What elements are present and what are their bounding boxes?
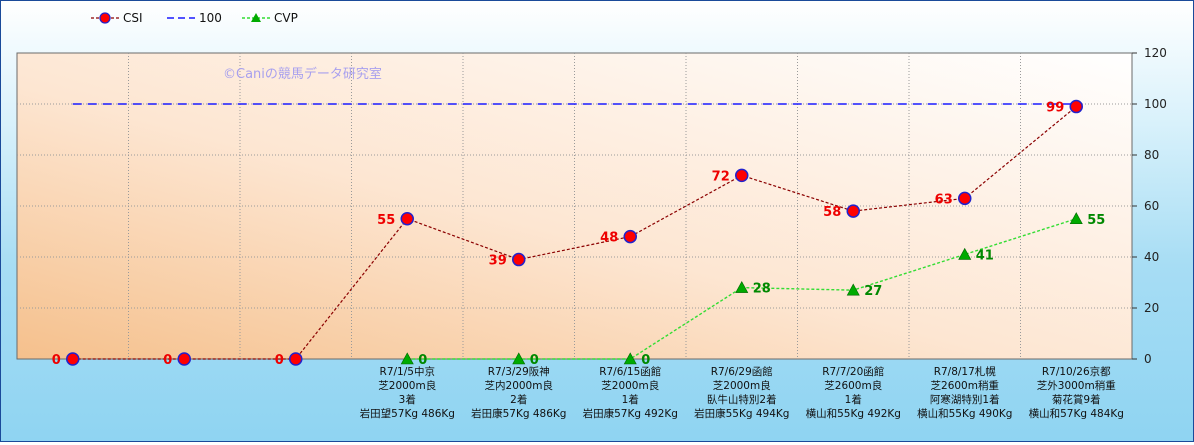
csi-data-label: 72 <box>712 169 730 184</box>
y-tick-label: 20 <box>1144 301 1159 315</box>
y-tick-label: 0 <box>1144 352 1152 366</box>
cvp-data-label: 0 <box>530 353 539 368</box>
legend-label: CVP <box>274 11 298 25</box>
x-tick-label-line: R7/3/29阪神 <box>488 365 550 378</box>
x-tick-label-line: 芝外3000m稍重 <box>1037 379 1116 392</box>
csi-point <box>958 191 972 206</box>
x-tick-label-line: 芝2600m良 <box>824 379 882 392</box>
csi-point <box>623 229 637 244</box>
x-tick-label-line: R7/8/17札幌 <box>934 365 997 378</box>
csi-point <box>1069 99 1083 114</box>
cvp-point <box>512 352 526 365</box>
watermark: ©Caniの競馬データ研究室 <box>223 66 382 82</box>
cvp-data-label: 41 <box>976 248 994 263</box>
csi-data-label: 58 <box>823 205 841 220</box>
x-tick-label: R7/3/29阪神芝内2000m良 2着岩田康57Kg 486Kg <box>471 365 566 420</box>
y-tick-label: 40 <box>1144 250 1159 264</box>
series-csi-line <box>72 106 1077 360</box>
x-tick-label-line: 岩田康55Kg 494Kg <box>694 407 789 420</box>
x-tick-label-line: 臥牛山特別2着 <box>707 393 777 406</box>
y-tick-label: 120 <box>1144 46 1167 60</box>
x-tick-label-line: 芝2000m良 <box>601 379 659 392</box>
cvp-point <box>400 352 414 365</box>
x-tick-label-line: 芝2000m良 <box>378 379 436 392</box>
csi-point <box>846 204 860 218</box>
csi-data-label: 63 <box>935 192 953 207</box>
x-tick-label-line: 1着 <box>622 393 639 406</box>
csi-data-label: 0 <box>52 353 61 368</box>
x-tick-label-line: 横山和57Kg 484Kg <box>1029 407 1124 420</box>
x-tick-label-line: 芝2600m稍重 <box>931 379 999 392</box>
csi-point <box>400 212 414 226</box>
x-tick-label-line: R7/6/15函館 <box>599 365 661 378</box>
legend-cvp-marker <box>251 13 261 22</box>
x-tick-label-line: 岩田康57Kg 486Kg <box>471 407 566 420</box>
x-tick-label-line: 1着 <box>845 393 862 406</box>
cvp-point <box>846 283 860 296</box>
x-tick-label-line: R7/1/5中京 <box>380 365 435 378</box>
csi-data-label: 55 <box>377 213 395 228</box>
x-tick-label-line: R7/6/29函館 <box>711 365 773 378</box>
csi-data-label: 0 <box>163 353 172 368</box>
x-tick-label-line: 3着 <box>399 393 416 406</box>
csi-point <box>289 352 303 366</box>
x-tick-label: R7/1/5中京芝2000m良 3着岩田望57Kg 486Kg <box>360 365 455 420</box>
x-tick-label-line: 芝内2000m良 <box>485 379 553 392</box>
x-tick-label-line: 2着 <box>510 393 527 406</box>
x-tick-label: R7/6/15函館芝2000m良 1着岩田康57Kg 492Kg <box>583 365 678 420</box>
csi-point <box>177 352 191 366</box>
cvp-data-label: 0 <box>641 353 650 368</box>
cvp-data-label: 28 <box>753 282 771 297</box>
y-tick-label: 80 <box>1144 148 1159 162</box>
csi-data-label: 48 <box>600 231 618 246</box>
x-tick-label-line: R7/7/20函館 <box>822 365 884 378</box>
cvp-data-label: 55 <box>1087 213 1105 228</box>
x-tick-label: R7/7/20函館芝2600m良 1着横山和55Kg 492Kg <box>806 365 901 420</box>
x-tick-label-line: 菊花賞9着 <box>1052 393 1101 406</box>
csi-point <box>66 352 80 366</box>
x-tick-label-line: 横山和55Kg 490Kg <box>917 407 1012 420</box>
csi-point <box>735 168 749 183</box>
csi-data-label: 99 <box>1046 101 1064 116</box>
y-axis: 0 20 40 60 80 100 120 <box>1132 46 1167 366</box>
cvp-point <box>623 352 637 365</box>
x-tick-label-line: 横山和55Kg 492Kg <box>806 407 901 420</box>
legend: CSI 100 CVP <box>91 11 298 25</box>
x-tick-label-line: 岩田康57Kg 492Kg <box>583 407 678 420</box>
x-tick-label: R7/10/26京都芝外3000m稍重菊花賞9着横山和57Kg 484Kg <box>1029 365 1124 420</box>
x-tick-label-line: 芝2000m良 <box>713 379 771 392</box>
cvp-point <box>958 247 972 260</box>
x-tick-label-line: 岩田望57Kg 486Kg <box>360 407 455 420</box>
x-tick-label: R7/6/29函館芝2000m良臥牛山特別2着岩田康55Kg 494Kg <box>694 365 789 420</box>
csi-data-label: 0 <box>275 353 284 368</box>
x-tick-label: R7/8/17札幌芝2600m稍重阿寒湖特別1着横山和55Kg 490Kg <box>917 365 1012 420</box>
x-axis-labels: R7/1/5中京芝2000m良 3着岩田望57Kg 486KgR7/3/29阪神芝… <box>360 365 1124 420</box>
csi-point <box>512 252 526 267</box>
legend-label: 100 <box>199 11 222 25</box>
cvp-data-label: 27 <box>864 284 882 299</box>
y-tick-label: 60 <box>1144 199 1159 213</box>
x-tick-label-line: R7/10/26京都 <box>1042 365 1111 378</box>
cvp-point <box>735 280 749 293</box>
cvp-point <box>1069 212 1083 225</box>
csi-data-label: 39 <box>489 254 507 269</box>
legend-label: CSI <box>123 11 143 25</box>
cvp-data-label: 0 <box>418 353 427 368</box>
legend-csi-marker <box>99 12 111 24</box>
series-layer: 0 0 0 28 27 41 55 0 0 0 55 39 48 72 58 63 99 <box>52 99 1105 368</box>
y-tick-label: 100 <box>1144 97 1167 111</box>
x-tick-label-line: 阿寒湖特別1着 <box>930 393 1000 406</box>
